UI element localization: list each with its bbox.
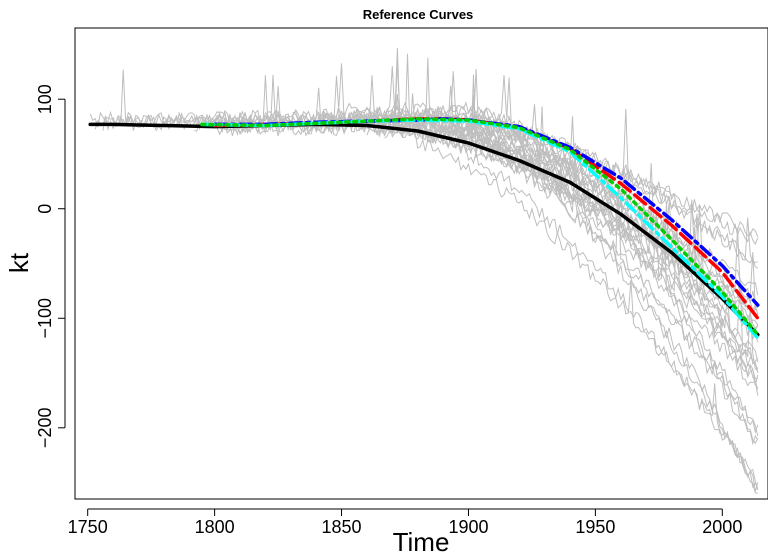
y-tick-label: 100 (35, 84, 55, 114)
y-axis-label: kt (4, 252, 34, 273)
plot-area-frame (74, 27, 768, 500)
x-tick-label: 1800 (195, 517, 235, 537)
x-tick-label: 1950 (575, 517, 615, 537)
reference-series-line-5 (200, 117, 760, 337)
y-tick-label: −200 (35, 408, 55, 449)
reference-series-group (88, 117, 760, 340)
reference-series-line-1 (88, 122, 760, 337)
background-series-group (89, 47, 759, 494)
background-series-line (457, 113, 758, 380)
background-series-line (358, 66, 759, 386)
x-tick-label: 1850 (322, 517, 362, 537)
x-axis-label: Time (393, 527, 450, 554)
x-tick-label: 2000 (702, 517, 742, 537)
x-tick-label: 1900 (448, 517, 488, 537)
background-series-line (209, 74, 759, 491)
x-axis: 1750 1800 1850 1900 1950 2000 (68, 508, 742, 537)
x-tick-label: 1750 (68, 517, 108, 537)
chart-title: Reference Curves (363, 7, 474, 22)
background-series-line (204, 47, 759, 434)
y-tick-label: 0 (35, 204, 55, 214)
y-axis: −200 −100 0 100 (35, 84, 66, 449)
y-tick-label: −100 (35, 298, 55, 339)
